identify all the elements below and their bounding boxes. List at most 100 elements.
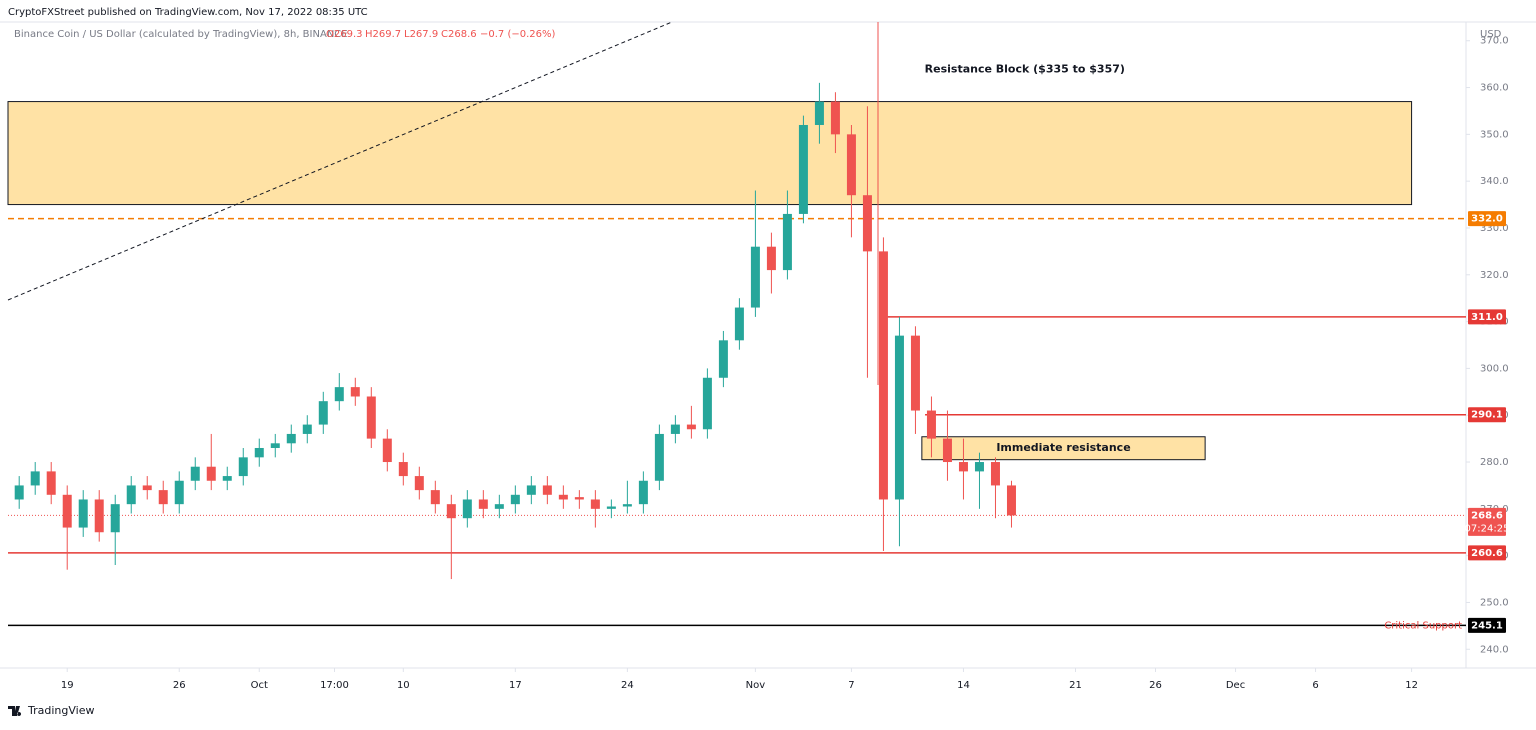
candle-body bbox=[638, 480, 648, 505]
y-tick-label: 320.0 bbox=[1480, 270, 1509, 281]
candle-body bbox=[478, 499, 488, 509]
candle-body bbox=[702, 377, 712, 430]
zone-label: Resistance Block ($335 to $357) bbox=[925, 63, 1125, 76]
candle-body bbox=[862, 195, 872, 252]
candle-body bbox=[542, 485, 552, 495]
x-tick-label: 24 bbox=[621, 680, 634, 691]
candle-body bbox=[222, 476, 232, 481]
x-tick-label: 6 bbox=[1312, 680, 1318, 691]
x-tick-label: Dec bbox=[1226, 680, 1245, 691]
candle-body bbox=[926, 410, 936, 439]
candle-body bbox=[62, 494, 72, 528]
price-tag bbox=[1468, 407, 1506, 423]
countdown: 07:24:25 bbox=[1465, 523, 1510, 534]
candle-body bbox=[1006, 485, 1016, 516]
price-tag-label: 260.6 bbox=[1471, 548, 1503, 559]
candle-body bbox=[318, 401, 328, 425]
candle-body bbox=[366, 396, 376, 439]
x-tick-label: Oct bbox=[251, 680, 268, 691]
y-tick-label: 340.0 bbox=[1480, 176, 1509, 187]
candle-body bbox=[462, 499, 472, 519]
price-tag-label: 311.0 bbox=[1471, 312, 1503, 323]
candle-body bbox=[14, 485, 24, 500]
x-tick-label: 14 bbox=[957, 680, 970, 691]
candle-body bbox=[830, 101, 840, 135]
price-tag bbox=[1468, 211, 1506, 227]
price-tag-label: 245.1 bbox=[1471, 620, 1503, 631]
ohlc-low: L267.9 bbox=[404, 29, 438, 40]
y-tick-label: 350.0 bbox=[1480, 129, 1509, 140]
candle-body bbox=[670, 424, 680, 434]
zone bbox=[7, 101, 1413, 206]
price-tag bbox=[1468, 545, 1506, 561]
price-tag-label: 290.1 bbox=[1471, 410, 1503, 421]
x-tick-label: 26 bbox=[1149, 680, 1162, 691]
ohlc-change: −0.7 (−0.26%) bbox=[480, 29, 556, 40]
price-tag bbox=[1468, 309, 1506, 325]
y-tick-label: 280.0 bbox=[1480, 457, 1509, 468]
candle-body bbox=[382, 438, 392, 463]
candle-body bbox=[286, 433, 296, 444]
candle-body bbox=[558, 494, 568, 500]
candle-body bbox=[734, 307, 744, 341]
candle-body bbox=[958, 462, 968, 472]
candle-body bbox=[750, 246, 760, 308]
candle-body bbox=[782, 213, 792, 271]
candle-body bbox=[46, 471, 56, 495]
candle-body bbox=[270, 443, 280, 448]
candle-body bbox=[798, 124, 808, 214]
x-tick-label: Nov bbox=[746, 680, 766, 691]
publisher: CryptoFXStreet published on TradingView.… bbox=[8, 7, 368, 18]
price-tag bbox=[1468, 507, 1506, 536]
candle-body bbox=[526, 485, 536, 495]
candle-body bbox=[430, 490, 440, 505]
candle-body bbox=[894, 335, 904, 500]
candle-body bbox=[206, 466, 216, 481]
candle-body bbox=[974, 462, 984, 472]
candle-body bbox=[910, 335, 920, 411]
candle-body bbox=[30, 471, 40, 486]
ohlc-close: C268.6 bbox=[441, 29, 477, 40]
tv-logo bbox=[8, 706, 22, 716]
x-tick-label: 26 bbox=[173, 680, 186, 691]
candle-body bbox=[622, 504, 632, 507]
candle-body bbox=[110, 504, 120, 533]
y-tick-label: 250.0 bbox=[1480, 597, 1509, 608]
price-tag-label: 268.6 bbox=[1471, 510, 1503, 521]
candle-body bbox=[190, 466, 200, 481]
candle-body bbox=[990, 462, 1000, 486]
level-note: Critical Support bbox=[1384, 620, 1462, 631]
price-tag bbox=[1468, 617, 1506, 633]
y-tick-label: 240.0 bbox=[1480, 644, 1509, 655]
x-tick-label: 10 bbox=[397, 680, 410, 691]
candle-body bbox=[302, 424, 312, 434]
candle-body bbox=[78, 499, 88, 528]
candle-body bbox=[686, 424, 696, 430]
y-tick-label: 300.0 bbox=[1480, 363, 1509, 374]
candle-body bbox=[494, 504, 504, 509]
ohlc-open: O269.3 bbox=[326, 29, 363, 40]
candle-body bbox=[398, 462, 408, 477]
candle-body bbox=[414, 476, 424, 491]
candle-body bbox=[142, 485, 152, 491]
x-tick-label: 17:00 bbox=[320, 680, 349, 691]
candle-body bbox=[942, 438, 952, 463]
candle-body bbox=[254, 447, 264, 458]
x-tick-label: 12 bbox=[1405, 680, 1418, 691]
x-tick-label: 17 bbox=[509, 680, 522, 691]
x-tick-label: 19 bbox=[61, 680, 74, 691]
candle-body bbox=[158, 490, 168, 505]
candle-body bbox=[846, 134, 856, 196]
y-tick-label: 360.0 bbox=[1480, 83, 1509, 94]
candle-body bbox=[814, 101, 824, 125]
candle-body bbox=[606, 506, 616, 509]
candle-body bbox=[766, 246, 776, 271]
symbol-info: Binance Coin / US Dollar (calculated by … bbox=[14, 29, 348, 40]
candle-body bbox=[718, 340, 728, 378]
brand: TradingView bbox=[27, 704, 94, 717]
price-tag-label: 332.0 bbox=[1471, 214, 1503, 225]
ohlc-high: H269.7 bbox=[365, 29, 401, 40]
candle-body bbox=[574, 497, 584, 500]
trend-line bbox=[7, 21, 673, 301]
